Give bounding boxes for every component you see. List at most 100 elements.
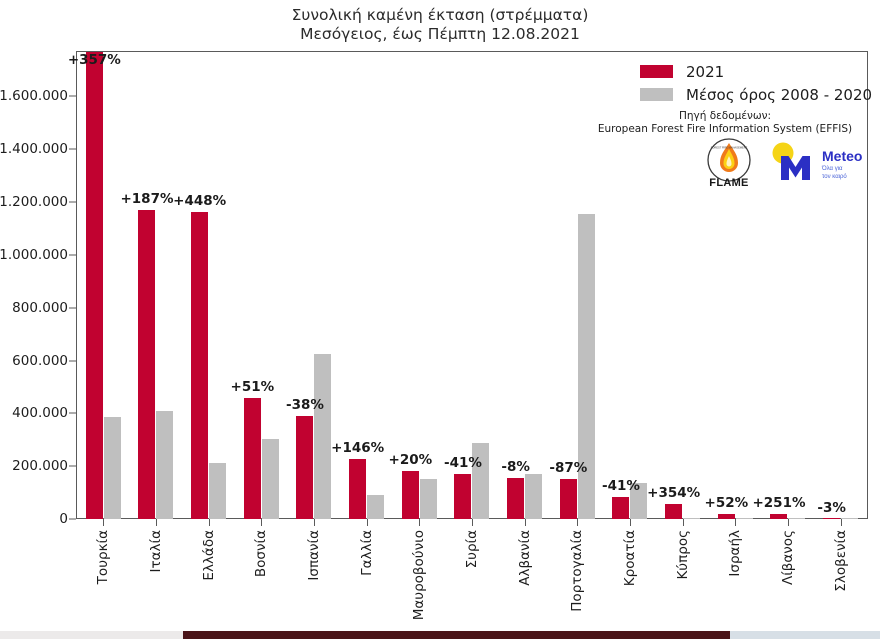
bar-group: +357%: [68, 52, 130, 519]
bar-group: -3%: [814, 52, 867, 519]
meteo-logo: Meteo Όλα για τον καιρό: [770, 140, 872, 186]
bar-group: -38%: [286, 52, 341, 519]
bar-group: -87%: [549, 52, 604, 519]
bar-2021: [559, 479, 577, 519]
y-axis-tick-mark: [69, 412, 76, 414]
y-axis-tick-mark: [69, 201, 76, 203]
bar-average: [419, 479, 437, 519]
y-axis-tick-label: 200.000: [12, 458, 68, 475]
bar-percent-label: -3%: [817, 499, 846, 516]
y-axis-tick-label: 1.400.000: [0, 141, 68, 158]
bar-2021: [770, 514, 788, 519]
x-axis-category-label: Λίβανος: [780, 530, 796, 586]
y-axis-tick-label: 800.000: [12, 299, 68, 316]
y-axis-tick-mark: [69, 360, 76, 362]
bar-average: [525, 474, 543, 519]
bar-average: [577, 213, 595, 519]
x-axis-category-label: Συρία: [464, 530, 480, 569]
bar-group: -8%: [498, 52, 551, 519]
x-axis-category-label: Κύπρος: [674, 530, 691, 580]
bar-average: [156, 411, 174, 519]
bar-percent-label: +52%: [704, 495, 749, 512]
x-axis-category-label: Πορτογαλία: [569, 530, 586, 612]
bar-2021: [85, 52, 103, 519]
y-axis-tick-mark: [69, 148, 76, 150]
x-axis-category-label: Ιταλία: [148, 530, 164, 573]
bar-2021: [612, 497, 630, 519]
x-axis-category-label: Μαυροβούνιο: [411, 530, 428, 621]
source-note-line2: European Forest Fire Information System …: [597, 123, 853, 135]
bar-2021: [507, 477, 525, 519]
bar-percent-label: -41%: [602, 478, 640, 495]
x-axis-category-label: Σλοβενία: [832, 530, 849, 592]
chart-title: Συνολική καμένη έκταση (στρέμματα) Μεσόγ…: [0, 6, 880, 44]
bar-percent-label: +357%: [67, 52, 121, 68]
bar-percent-label: +187%: [120, 191, 174, 208]
bar-average: [735, 517, 753, 519]
bar-average: [103, 416, 121, 519]
bar-2021: [454, 473, 472, 519]
y-axis-tick-label: 400.000: [12, 405, 68, 422]
x-axis-tick-mark: [630, 519, 631, 526]
logo-row: FOREST FIRE MANAGEMENT FLAME Meteo Όλα γ…: [700, 136, 872, 190]
bar-average: [788, 518, 806, 519]
bar-percent-label: -38%: [286, 396, 324, 413]
flame-logo-text: FLAME: [709, 177, 749, 189]
x-axis-tick-mark: [314, 519, 315, 526]
bar-average: [367, 494, 385, 519]
x-axis-tick-mark: [103, 519, 105, 526]
x-axis-tick-mark: [366, 519, 368, 526]
x-axis-category-label: Ελλάδα: [200, 530, 217, 581]
bar-percent-label: +354%: [647, 485, 701, 502]
bar-average: [841, 518, 859, 519]
y-axis-tick-mark: [69, 307, 76, 309]
bar-2021: [138, 210, 156, 519]
legend-label-average: Μέσος όρος 2008 - 2020: [686, 85, 873, 104]
bar-group: +354%: [647, 52, 709, 519]
bar-2021: [665, 504, 683, 519]
x-axis: Τουρκία Ιταλία Ελλάδα Βοσνία Ισπανία Γαλλία Μα…: [77, 519, 867, 639]
bar-average: [314, 354, 332, 519]
x-axis-tick-mark: [261, 519, 263, 526]
x-axis-category-label: Κροατία: [622, 530, 638, 587]
x-axis-tick-mark: [419, 519, 421, 526]
legend-item-average: Μέσος όρος 2008 - 2020: [640, 83, 872, 106]
bar-average: [472, 442, 490, 519]
flame-logo-icon: FOREST FIRE MANAGEMENT: [707, 138, 751, 182]
bottom-strip-left: [0, 631, 183, 639]
bar-average: [683, 517, 701, 519]
bar-group: -41%: [444, 52, 499, 519]
x-axis-tick-mark: [735, 519, 737, 526]
bar-average: [209, 463, 227, 519]
x-axis-category-label: Αλβανία: [516, 530, 533, 586]
y-axis-tick-mark: [69, 518, 76, 520]
y-axis-tick-label: 600.000: [12, 352, 68, 369]
x-axis-tick-mark: [208, 519, 210, 526]
bar-group: +52%: [705, 52, 762, 519]
x-axis-tick-mark: [472, 519, 473, 526]
y-axis-tick-label: 1.600.000: [0, 88, 68, 105]
svg-text:FOREST FIRE MANAGEMENT: FOREST FIRE MANAGEMENT: [711, 146, 748, 150]
bar-2021: [401, 471, 419, 519]
x-axis-category-label: Βοσνία: [253, 530, 270, 578]
bottom-strip-right: [730, 631, 880, 639]
bar-percent-label: +251%: [752, 495, 806, 512]
meteo-logo-word: Meteo: [822, 148, 863, 164]
bar-2021: [191, 212, 209, 519]
bar-group: +251%: [752, 52, 815, 519]
x-axis-category-label: Τουρκία: [95, 530, 112, 585]
meteo-logo-sub1: Όλα για: [822, 166, 843, 172]
bar-2021: [349, 458, 367, 519]
bottom-strip: [0, 631, 880, 639]
y-axis-tick-mark: [69, 254, 76, 256]
legend-item-2021: 2021: [640, 60, 872, 83]
bar-percent-label: -87%: [549, 460, 588, 477]
meteo-logo-sub2: τον καιρό: [822, 174, 847, 180]
x-axis-category-label: Ισραήλ: [727, 530, 744, 577]
bar-percent-label: +146%: [331, 439, 385, 456]
bar-percent-label: +20%: [388, 452, 433, 469]
bar-percent-label: -8%: [501, 458, 530, 475]
x-axis-tick-mark: [840, 519, 842, 526]
y-axis-tick-label: 1.000.000: [0, 246, 68, 263]
bar-group: +187%: [120, 52, 183, 519]
